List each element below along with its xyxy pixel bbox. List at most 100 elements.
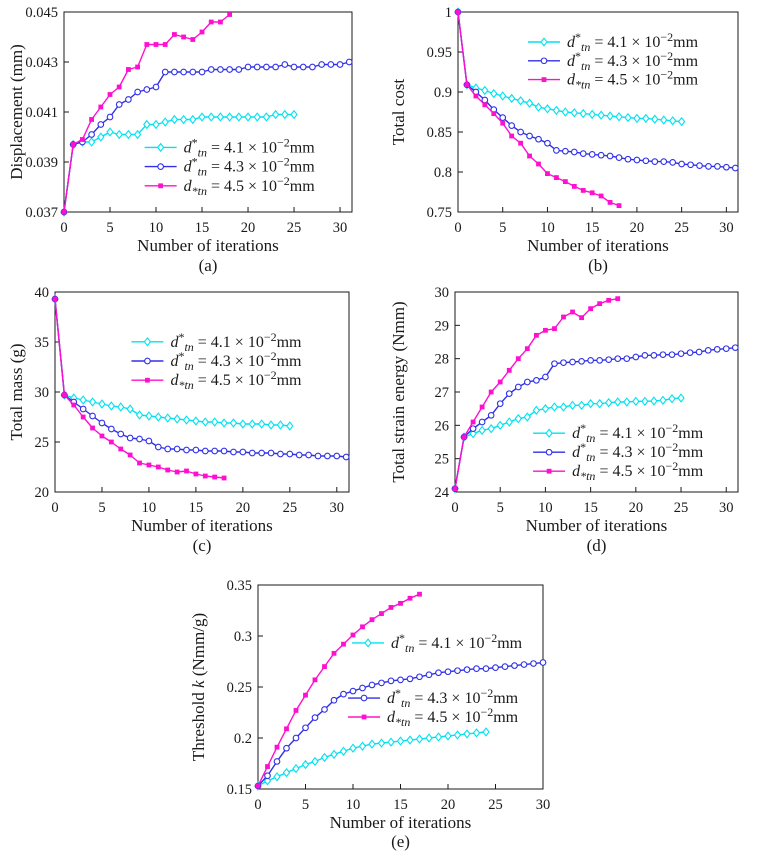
y-tick-label: 29 — [435, 318, 450, 334]
marker-square-icon — [70, 142, 76, 147]
marker-square-icon — [145, 377, 150, 383]
marker-diamond-icon — [124, 129, 133, 140]
marker-diamond-icon — [207, 112, 215, 122]
marker-circle-icon — [286, 450, 294, 458]
marker-diamond-icon — [311, 756, 319, 767]
marker-diamond-icon — [145, 411, 153, 421]
marker-diamond-icon — [262, 112, 271, 122]
marker-circle-icon — [126, 434, 134, 442]
y-tick-label: 30 — [35, 385, 50, 401]
x-tick-label: 10 — [540, 220, 555, 236]
marker-circle-icon — [540, 57, 548, 65]
marker-circle-icon — [544, 139, 551, 147]
x-axis-label: Number of iterations — [330, 813, 472, 832]
marker-circle-icon — [217, 66, 224, 73]
marker-diamond-icon — [189, 114, 197, 125]
x-axis: 0 5 10 15 20 25 30 — [454, 207, 734, 236]
chart-total-cost: 0 5 10 15 20 25 30 0.75 0.8 0.85 0.9 0.95 1 Number of… — [389, 2, 758, 275]
y-axis: 0.037 0.039 0.041 0.043 0.045 — [25, 5, 69, 221]
y-tick-label: 35 — [35, 335, 50, 351]
marker-diamond-icon — [568, 400, 577, 411]
x-tick-label: 30 — [719, 500, 734, 516]
marker-square-icon — [571, 184, 577, 189]
marker-diamond-icon — [523, 412, 532, 422]
marker-square-icon — [506, 367, 512, 373]
marker-diamond-icon — [434, 732, 443, 742]
x-tick-label: 20 — [441, 797, 456, 813]
marker-diamond-icon — [651, 114, 659, 124]
marker-diamond-icon — [588, 109, 596, 120]
marker-square-icon — [379, 611, 384, 616]
marker-circle-icon — [292, 734, 300, 742]
marker-diamond-icon — [387, 737, 395, 747]
marker-circle-icon — [299, 63, 307, 71]
marker-diamond-icon — [253, 112, 261, 122]
marker-circle-icon — [514, 383, 522, 391]
marker-circle-icon — [535, 135, 542, 143]
marker-circle-icon — [387, 677, 395, 685]
marker-diamond-icon — [507, 93, 516, 104]
x-tick-label: 0 — [451, 500, 458, 516]
marker-circle-icon — [136, 435, 143, 443]
marker-square-icon — [417, 591, 422, 597]
marker-diamond-icon — [496, 420, 504, 431]
marker-circle-icon — [108, 425, 115, 433]
marker-circle-icon — [416, 673, 423, 681]
marker-square-icon — [561, 314, 566, 320]
y-tick-label: 0.8 — [434, 165, 452, 181]
marker-circle-icon — [305, 451, 312, 459]
marker-square-icon — [536, 161, 541, 167]
marker-circle-icon — [117, 430, 125, 438]
marker-diamond-icon — [668, 393, 676, 404]
x-tick-label: 20 — [241, 220, 256, 236]
legend-label: d*tn = 4.1 × 10−2mm — [572, 421, 704, 445]
marker-diamond-icon — [516, 96, 525, 106]
series-diamond — [254, 727, 490, 791]
marker-square-icon — [146, 462, 152, 468]
marker-circle-icon — [88, 131, 95, 138]
marker-diamond-icon — [210, 417, 219, 427]
legend-label: d*tn = 4.5 × 10−2mm — [184, 174, 316, 198]
marker-circle-icon — [207, 66, 215, 73]
marker-circle-icon — [677, 350, 685, 358]
marker-diamond-icon — [235, 112, 243, 122]
marker-circle-icon — [731, 344, 739, 352]
series-circle — [451, 344, 739, 493]
marker-circle-icon — [668, 351, 676, 359]
y-tick-label: 40 — [35, 285, 50, 301]
marker-circle-icon — [463, 666, 471, 674]
y-tick-label: 0.2 — [234, 731, 252, 747]
marker-circle-icon — [487, 411, 495, 419]
marker-circle-icon — [97, 121, 105, 128]
marker-diamond-icon — [273, 772, 281, 782]
marker-diamond-icon — [133, 129, 142, 140]
marker-diamond-icon — [239, 419, 247, 429]
marker-circle-icon — [596, 356, 604, 364]
marker-circle-icon — [686, 349, 694, 357]
marker-square-icon — [527, 153, 532, 159]
marker-diamond-icon — [478, 425, 486, 436]
x-tick-label: 5 — [302, 797, 309, 813]
marker-circle-icon — [368, 681, 376, 689]
x-tick-label: 25 — [674, 500, 689, 516]
series-square — [455, 9, 622, 208]
marker-diamond-icon — [595, 398, 604, 409]
marker-square-icon — [452, 486, 458, 492]
marker-diamond-icon — [248, 419, 256, 429]
marker-circle-icon — [144, 357, 151, 365]
marker-diamond-icon — [660, 115, 668, 125]
series-square — [452, 296, 621, 492]
marker-square-icon — [153, 42, 159, 47]
x-tick-label: 20 — [236, 500, 251, 516]
marker-circle-icon — [125, 96, 132, 103]
marker-circle-icon — [505, 390, 513, 398]
marker-square-icon — [541, 77, 547, 82]
marker-square-icon — [165, 467, 171, 473]
marker-diamond-icon — [267, 420, 275, 430]
marker-diamond-icon — [225, 112, 234, 122]
marker-square-icon — [360, 624, 365, 630]
marker-circle-icon — [397, 676, 404, 684]
marker-diamond-icon — [543, 104, 552, 114]
chart-svg-e: 0 5 10 15 20 25 30 0.15 0.2 0.25 0.3 0.35 Number of … — [189, 578, 550, 832]
series-diamond — [51, 294, 294, 431]
